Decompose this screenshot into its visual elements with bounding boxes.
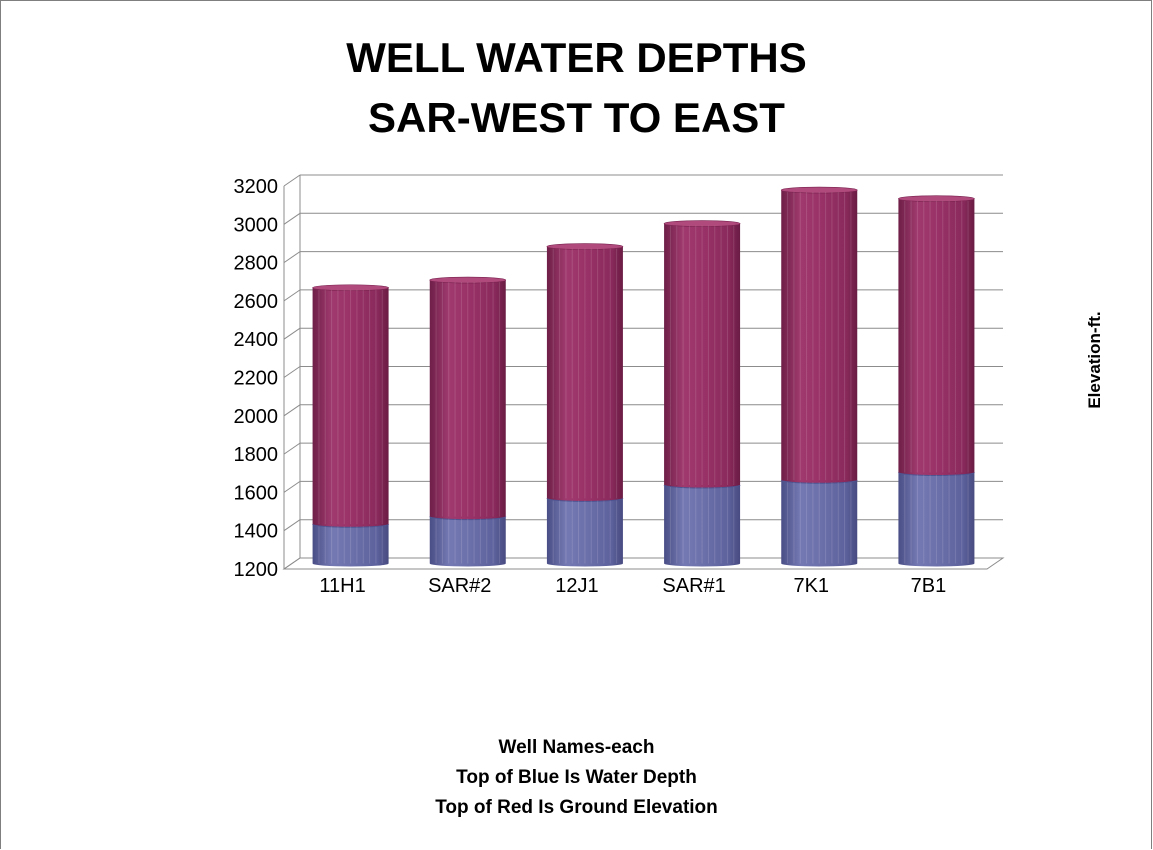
x-axis-label: Well Names-each Top of Blue Is Water Dep… bbox=[0, 733, 1153, 823]
bar-water-depth bbox=[546, 498, 623, 567]
bar-ground-elevation bbox=[898, 195, 975, 476]
x-tick-label: SAR#2 bbox=[428, 575, 491, 597]
y-tick-label: 2600 bbox=[234, 291, 279, 313]
y-axis-label: Elevation-ft. bbox=[1085, 311, 1104, 409]
gridline-depth bbox=[283, 174, 301, 187]
bar-ground-elevation bbox=[312, 284, 389, 528]
chart-floor bbox=[282, 557, 1005, 570]
gridline-depth bbox=[283, 251, 301, 264]
y-tick-label: 3000 bbox=[234, 214, 279, 236]
y-tick-label: 2400 bbox=[234, 329, 279, 351]
bar-water-depth bbox=[429, 516, 506, 567]
bar-water-depth bbox=[312, 524, 389, 567]
x-tick-label: 11H1 bbox=[319, 575, 365, 597]
gridline-depth bbox=[283, 480, 301, 493]
y-tick-label: 1200 bbox=[234, 559, 279, 581]
y-tick-label: 1400 bbox=[234, 521, 279, 543]
x-tick-label: 7K1 bbox=[793, 575, 829, 597]
gridline-depth bbox=[283, 404, 301, 417]
y-tick-label: 2200 bbox=[234, 368, 279, 390]
y-tick-label: 2000 bbox=[234, 406, 279, 428]
gridline-depth bbox=[283, 212, 301, 225]
bar-ground-elevation-cap bbox=[312, 284, 389, 292]
bar-ground-elevation-cap bbox=[429, 276, 507, 284]
y-tick-label: 1800 bbox=[234, 444, 279, 466]
chart-title-line-2: SAR-WEST TO EAST bbox=[368, 94, 785, 141]
bar-ground-elevation bbox=[781, 187, 858, 484]
bar-ground-elevation bbox=[546, 243, 623, 502]
x-tick-label: 12J1 bbox=[555, 575, 598, 597]
bar-water-depth-cap bbox=[312, 523, 390, 528]
bar-water-depth-cap bbox=[897, 472, 975, 477]
bar-water-depth-cap bbox=[663, 484, 741, 489]
gridline-depth bbox=[283, 289, 301, 302]
bar-ground-elevation-cap bbox=[780, 186, 858, 194]
chart-title-line-1: WELL WATER DEPTHS bbox=[346, 34, 807, 81]
x-axis-label-line-3: Top of Red Is Ground Elevation bbox=[435, 797, 718, 818]
bar-ground-elevation-cap bbox=[663, 220, 741, 227]
x-axis-label-line-1: Well Names-each bbox=[498, 737, 655, 758]
gridline-depth bbox=[283, 327, 301, 340]
gridline-depth bbox=[283, 366, 301, 378]
bar-water-depth bbox=[898, 472, 975, 567]
gridline-depth bbox=[283, 519, 301, 532]
gridline-depth bbox=[283, 442, 301, 455]
bar-water-depth-cap bbox=[780, 479, 858, 484]
bar-ground-elevation bbox=[429, 277, 506, 520]
bar-water-depth bbox=[781, 480, 858, 567]
y-tick-label: 1600 bbox=[234, 482, 279, 504]
chart-title: WELL WATER DEPTHS SAR-WEST TO EAST bbox=[0, 28, 1153, 148]
bar-water-depth bbox=[664, 484, 741, 567]
x-tick-label: SAR#1 bbox=[662, 575, 725, 597]
y-tick-label: 2800 bbox=[234, 253, 279, 275]
bar-ground-elevation-cap bbox=[546, 243, 624, 250]
bar-ground-elevation bbox=[664, 220, 741, 488]
y-tick-label: 3200 bbox=[234, 176, 279, 198]
x-axis-label-line-2: Top of Blue Is Water Depth bbox=[456, 767, 697, 788]
bar-water-depth-cap bbox=[546, 497, 624, 502]
bar-water-depth-cap bbox=[429, 516, 507, 521]
x-tick-label: 7B1 bbox=[911, 575, 947, 597]
bar-ground-elevation-cap bbox=[898, 195, 975, 202]
